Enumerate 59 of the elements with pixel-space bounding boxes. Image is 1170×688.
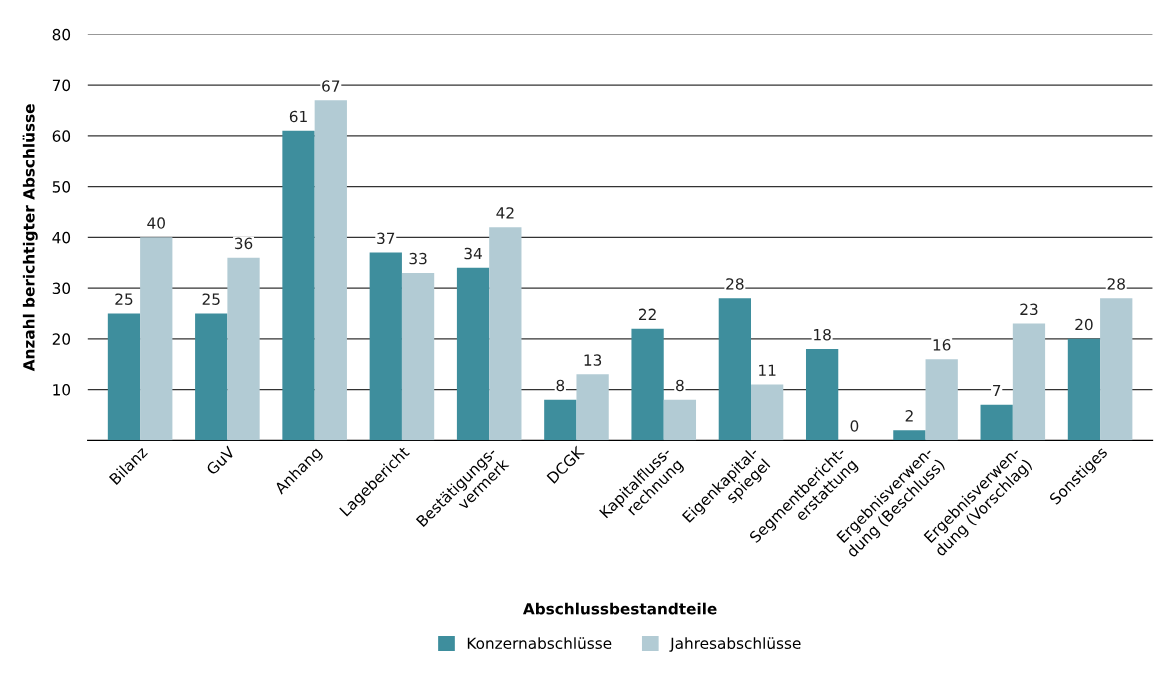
data-label: 2 [905, 410, 913, 422]
data-label: 28 [726, 278, 744, 290]
data-label: 8 [676, 379, 684, 392]
data-label: 25 [202, 293, 220, 305]
bar [401, 272, 435, 441]
data-label: 13 [584, 354, 602, 366]
data-label: 67 [322, 80, 340, 92]
data-label: 25 [115, 293, 133, 305]
data-label: 11 [759, 364, 776, 376]
data-label: 23 [1020, 303, 1038, 316]
y-tick-label: 30 [52, 282, 71, 295]
y-tick-label: 70 [52, 79, 71, 92]
bar [227, 257, 260, 441]
bar [631, 328, 664, 441]
data-label: 0 [850, 420, 859, 432]
data-label: 34 [464, 247, 482, 260]
y-tick-label: 50 [52, 181, 71, 193]
bar [925, 359, 958, 441]
data-label: 16 [933, 339, 951, 351]
data-label: 37 [377, 232, 395, 245]
bar [107, 313, 141, 441]
bar [1100, 298, 1133, 441]
data-label: 20 [1075, 318, 1093, 331]
y-axis-title: Anzahl berichtigter Abschlüsse [22, 104, 38, 372]
bar [718, 298, 752, 441]
bar [544, 399, 577, 441]
bar [282, 130, 315, 441]
bar [751, 384, 784, 441]
bar [893, 430, 926, 441]
data-label: 7 [993, 384, 1001, 397]
legend-label: Jahresabschlüsse [669, 637, 801, 652]
bar [663, 399, 697, 441]
data-label: 61 [289, 110, 307, 123]
data-label: 40 [147, 217, 165, 229]
bar [195, 313, 228, 441]
data-label: 36 [234, 237, 253, 250]
bar [456, 267, 490, 441]
y-tick-label: 40 [52, 231, 71, 244]
y-tick-label: 20 [52, 333, 71, 345]
y-tick-label: 10 [53, 384, 71, 396]
y-tick-label: 80 [52, 28, 71, 41]
data-label: 28 [1107, 278, 1125, 290]
bar [980, 404, 1013, 441]
data-label: 8 [556, 379, 565, 392]
bar [1012, 323, 1046, 441]
bar [805, 348, 839, 441]
bar [576, 374, 609, 441]
y-tick-label: 60 [52, 130, 71, 142]
bar [1067, 338, 1101, 441]
legend-label: Konzernabschlüsse [467, 637, 612, 650]
bar [140, 237, 173, 441]
data-label: 33 [409, 252, 427, 265]
data-label: 22 [638, 308, 656, 320]
bar [369, 252, 402, 441]
data-label: 18 [814, 328, 831, 341]
bar [489, 227, 522, 441]
bar [314, 100, 347, 441]
data-label: 42 [496, 207, 514, 219]
x-axis-title: Abschlussbestandteile [522, 602, 717, 615]
